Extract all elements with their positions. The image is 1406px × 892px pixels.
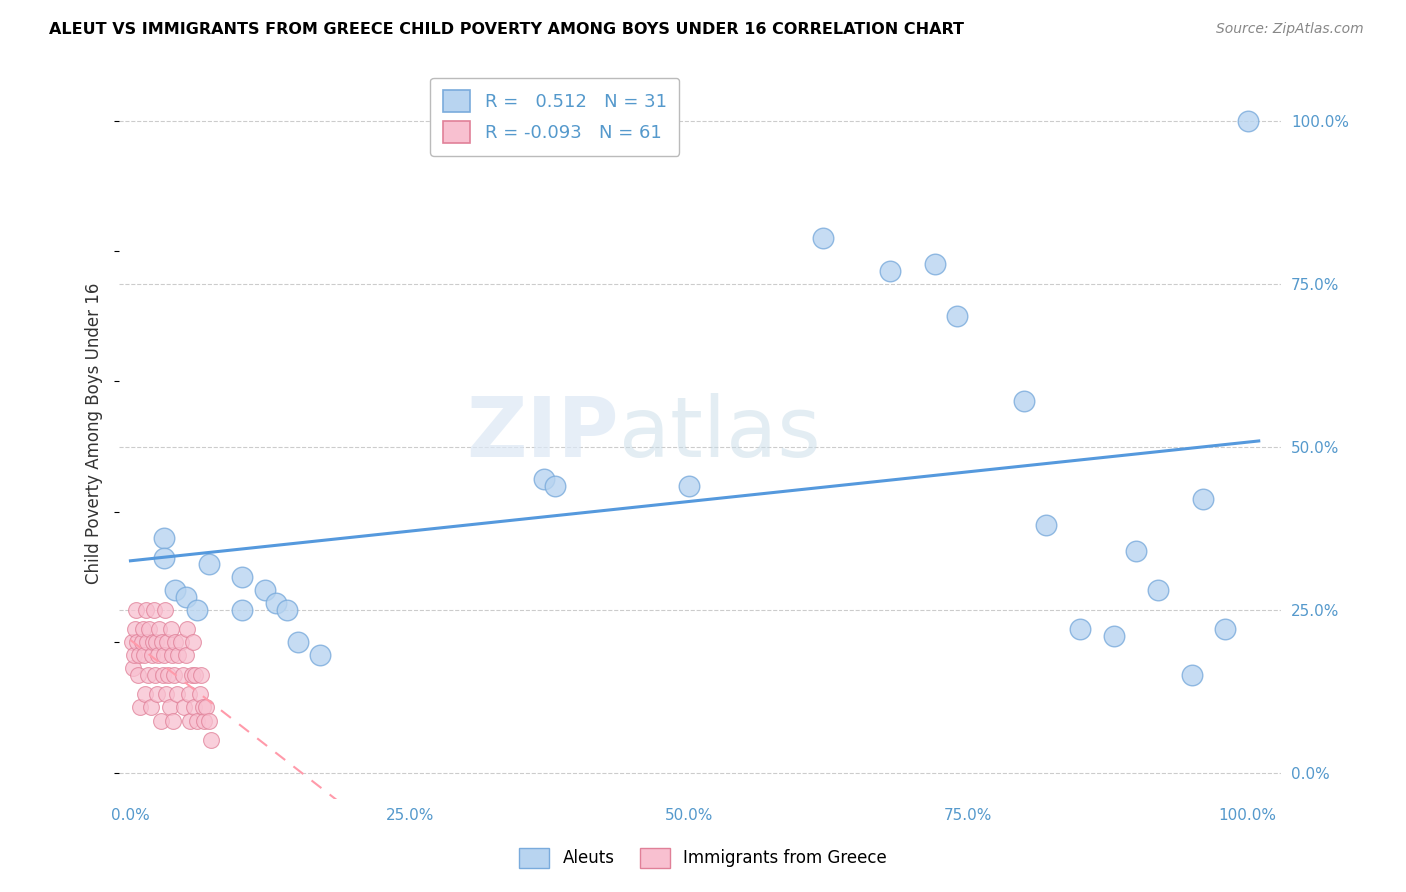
Point <box>946 310 969 324</box>
Point <box>136 635 159 649</box>
Point <box>153 531 176 545</box>
Point <box>264 596 287 610</box>
Point <box>121 661 143 675</box>
Point <box>153 648 176 663</box>
Point <box>678 479 700 493</box>
Point <box>159 622 181 636</box>
Point <box>231 602 253 616</box>
Point <box>124 622 146 636</box>
Point <box>1012 394 1035 409</box>
Point <box>253 583 276 598</box>
Point <box>176 622 198 636</box>
Text: ZIP: ZIP <box>467 393 619 475</box>
Point <box>1213 622 1236 636</box>
Point <box>125 602 148 616</box>
Point <box>160 648 183 663</box>
Point <box>231 570 253 584</box>
Point <box>183 700 205 714</box>
Point <box>145 635 167 649</box>
Point <box>181 635 204 649</box>
Point <box>131 635 153 649</box>
Point <box>159 700 181 714</box>
Text: ALEUT VS IMMIGRANTS FROM GREECE CHILD POVERTY AMONG BOYS UNDER 16 CORRELATION CH: ALEUT VS IMMIGRANTS FROM GREECE CHILD PO… <box>49 22 965 37</box>
Point <box>146 688 169 702</box>
Legend: R =   0.512   N = 31, R = -0.093   N = 61: R = 0.512 N = 31, R = -0.093 N = 61 <box>430 78 679 156</box>
Point <box>197 714 219 728</box>
Point <box>1102 629 1125 643</box>
Point <box>166 688 188 702</box>
Point <box>276 602 298 616</box>
Point <box>177 688 200 702</box>
Point <box>193 714 215 728</box>
Point <box>163 668 186 682</box>
Point <box>138 622 160 636</box>
Legend: Aleuts, Immigrants from Greece: Aleuts, Immigrants from Greece <box>513 841 893 875</box>
Point <box>122 648 145 663</box>
Text: atlas: atlas <box>619 393 821 475</box>
Point <box>180 668 202 682</box>
Point <box>172 668 194 682</box>
Point <box>167 648 190 663</box>
Point <box>191 700 214 714</box>
Point <box>152 668 174 682</box>
Point <box>186 602 208 616</box>
Point <box>132 648 155 663</box>
Point <box>1069 622 1091 636</box>
Point <box>141 648 163 663</box>
Text: Source: ZipAtlas.com: Source: ZipAtlas.com <box>1216 22 1364 37</box>
Point <box>153 550 176 565</box>
Point <box>127 668 149 682</box>
Point <box>186 714 208 728</box>
Point <box>190 668 212 682</box>
Point <box>121 635 143 649</box>
Point <box>1192 491 1215 506</box>
Point <box>127 635 149 649</box>
Point <box>533 472 555 486</box>
Point <box>134 688 156 702</box>
Point <box>195 700 218 714</box>
Point <box>197 557 219 571</box>
Point <box>142 602 165 616</box>
Point <box>879 263 901 277</box>
Point <box>157 668 180 682</box>
Point <box>170 635 193 649</box>
Point <box>165 583 187 598</box>
Point <box>149 714 172 728</box>
Point <box>148 648 170 663</box>
Point <box>162 714 184 728</box>
Point <box>132 622 155 636</box>
Point <box>924 257 946 271</box>
Point <box>544 479 567 493</box>
Point <box>173 700 195 714</box>
Point <box>184 668 207 682</box>
Point <box>139 700 162 714</box>
Point <box>156 635 179 649</box>
Point <box>176 648 198 663</box>
Point <box>1181 668 1204 682</box>
Point <box>148 622 170 636</box>
Point <box>128 648 150 663</box>
Point <box>143 668 166 682</box>
Point <box>176 590 198 604</box>
Point <box>142 635 165 649</box>
Point <box>200 733 222 747</box>
Point <box>1035 517 1057 532</box>
Point <box>811 231 834 245</box>
Point <box>155 688 177 702</box>
Point <box>1236 113 1258 128</box>
Point <box>432 113 454 128</box>
Point <box>136 668 159 682</box>
Y-axis label: Child Poverty Among Boys Under 16: Child Poverty Among Boys Under 16 <box>86 283 103 584</box>
Point <box>1147 583 1170 598</box>
Point <box>150 635 173 649</box>
Point <box>309 648 332 663</box>
Point <box>153 602 176 616</box>
Point <box>188 688 211 702</box>
Point <box>179 714 201 728</box>
Point <box>129 700 152 714</box>
Point <box>165 635 187 649</box>
Point <box>287 635 309 649</box>
Point <box>135 602 157 616</box>
Point <box>1125 544 1147 558</box>
